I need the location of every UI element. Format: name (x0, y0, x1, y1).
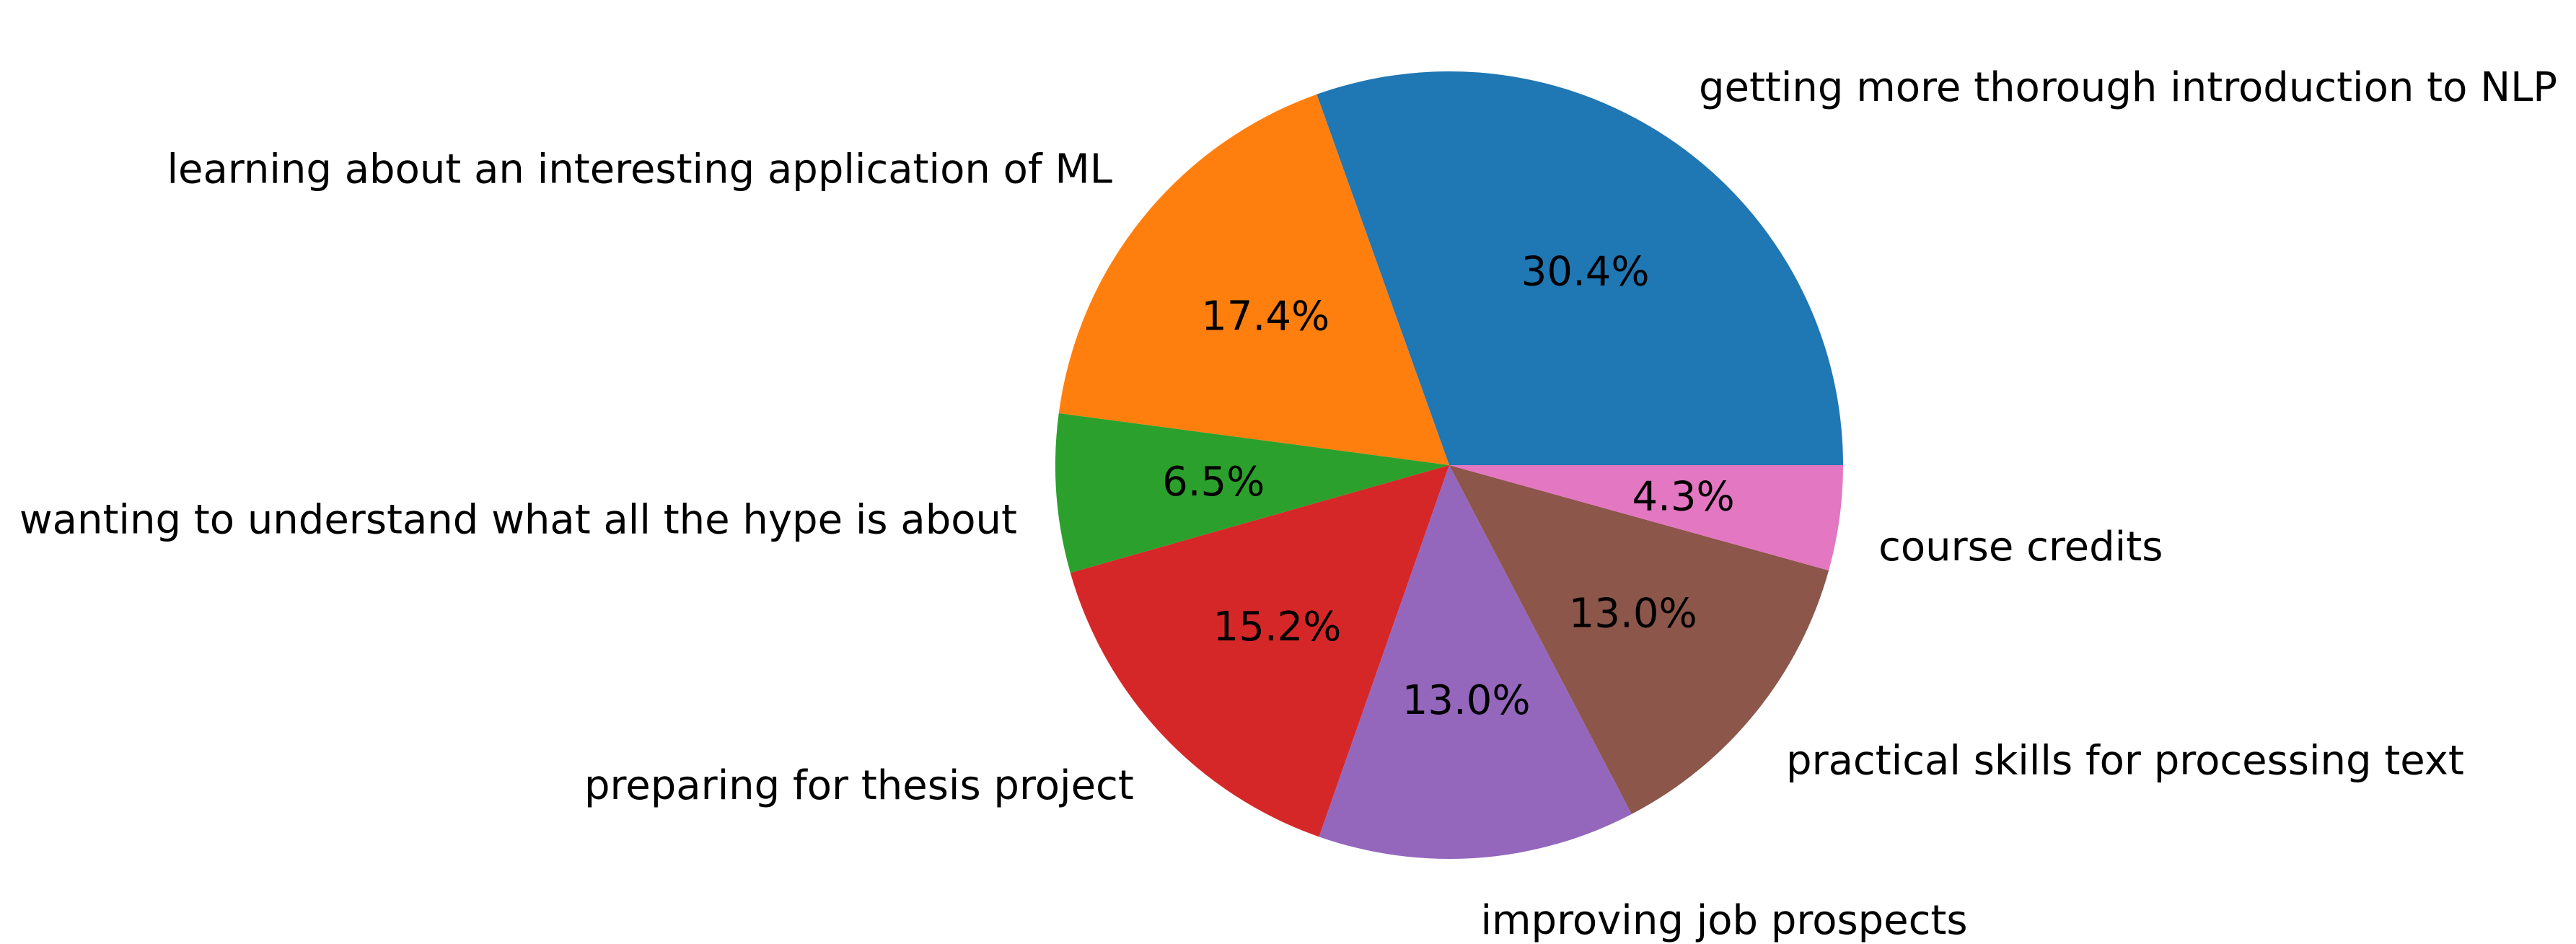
slice-label-preparing-for-thesis-project: preparing for thesis project (584, 762, 1134, 809)
slice-label-wanting-to-understand-what-all-the-hype-is-about: wanting to understand what all the hype … (19, 496, 1017, 543)
percent-labels: 30.4% 17.4% 6.5% 15.2% 13.0% 13.0% 4.3% (1162, 249, 1735, 725)
pct-label-preparing-for-thesis-project: 15.2% (1213, 604, 1342, 650)
pie-slice-preparing-for-thesis-project (1070, 465, 1449, 837)
pct-label-practical-skills-for-processing-text: 13.0% (1569, 590, 1697, 637)
pct-label-learning-about-an-interesting-application-of-ml: 17.4% (1201, 294, 1329, 340)
pie-slice-improving-job-prospects (1319, 465, 1632, 859)
slice-label-learning-about-an-interesting-application-of-ml: learning about an interesting applicatio… (167, 146, 1112, 193)
pie-slice-wanting-to-understand-what-all-the-hype-is-about (1055, 413, 1449, 573)
pct-label-course-credits: 4.3% (1632, 474, 1734, 521)
pie-slice-course-credits (1449, 465, 1843, 571)
pct-label-wanting-to-understand-what-all-the-hype-is-about: 6.5% (1162, 459, 1265, 506)
pie-slices (1055, 71, 1843, 859)
pct-label-improving-job-prospects: 13.0% (1402, 677, 1531, 724)
slice-label-getting-more-thorough-introduction-to-nlp: getting more thorough introduction to NL… (1699, 64, 2557, 111)
pie-slice-practical-skills-for-processing-text (1449, 465, 1829, 814)
pie-slice-learning-about-an-interesting-application-of-ml (1058, 94, 1449, 465)
slice-label-improving-job-prospects: improving job prospects (1480, 897, 1967, 944)
slice-label-course-credits: course credits (1878, 524, 2163, 570)
pie-slice-getting-more-thorough-introduction-to-nlp (1316, 71, 1843, 465)
slice-labels: getting more thorough introduction to NL… (19, 64, 2557, 944)
pct-label-getting-more-thorough-introduction-to-nlp: 30.4% (1521, 249, 1650, 296)
slice-label-practical-skills-for-processing-text: practical skills for processing text (1786, 738, 2464, 785)
